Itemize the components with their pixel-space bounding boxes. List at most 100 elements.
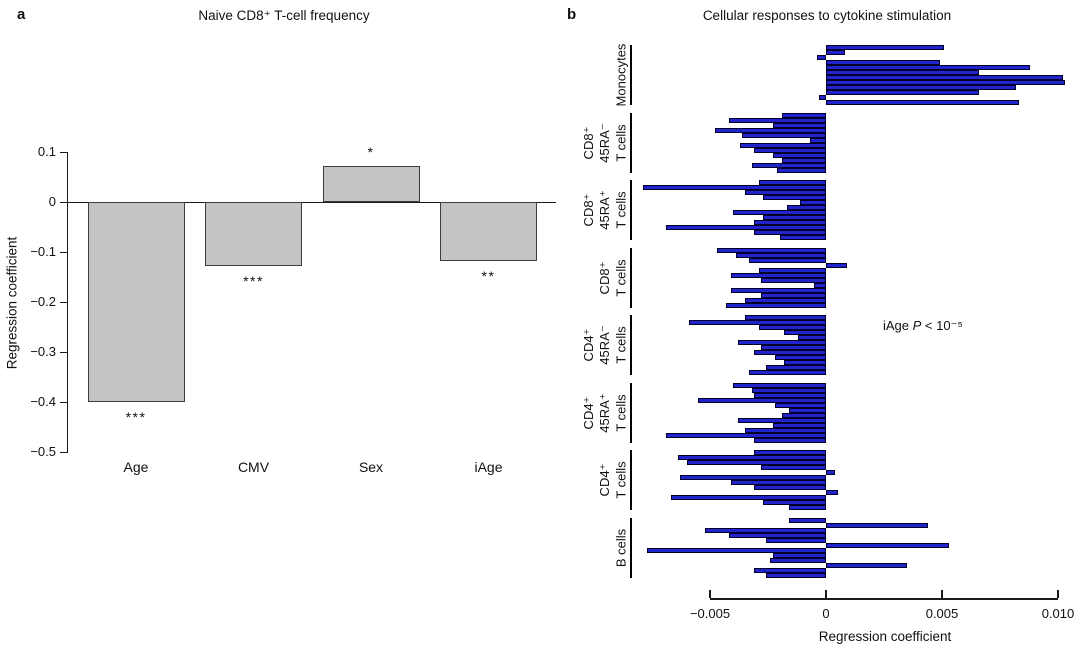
bar	[774, 355, 826, 360]
y-axis-tick-label: 0	[48, 194, 56, 209]
bar	[642, 185, 826, 190]
bar	[826, 60, 940, 65]
bar	[733, 382, 826, 388]
y-axis-tick	[60, 401, 68, 403]
bar	[754, 485, 826, 490]
bar	[730, 287, 826, 293]
group-label-line: CD4⁺	[581, 328, 596, 362]
bar	[826, 262, 847, 268]
x-axis-tick-label: 0.010	[1041, 606, 1075, 621]
bar	[788, 517, 826, 523]
bar	[754, 392, 826, 398]
annotation-prefix: iAge	[883, 318, 913, 333]
bar	[665, 432, 826, 438]
bar	[772, 122, 826, 128]
group-label-line: CD4⁺	[597, 463, 612, 497]
group-label-line: T cells	[613, 191, 629, 229]
bar	[819, 95, 826, 100]
bar	[774, 402, 826, 408]
group-label-line: 45RA⁺	[597, 392, 612, 433]
bar	[740, 142, 826, 148]
y-axis-tick	[60, 201, 68, 203]
group-label-line: B cells	[613, 528, 629, 567]
bar	[786, 205, 826, 210]
bar	[800, 200, 826, 205]
bar	[737, 417, 826, 423]
y-axis-tick-label: 0.1	[37, 144, 56, 159]
bar	[777, 167, 826, 173]
group-bracket-line	[630, 112, 632, 173]
group-label-line: T cells	[613, 326, 629, 364]
bar	[677, 455, 826, 460]
group-label-line: T cells	[613, 258, 629, 297]
y-axis-tick-label: −0.2	[30, 294, 56, 309]
bar	[816, 55, 826, 60]
y-axis-tick-label: −0.4	[30, 394, 56, 409]
bar	[728, 117, 826, 123]
bar-iage	[440, 202, 537, 261]
group-label-line: Monocytes	[613, 43, 629, 107]
panel-a-letter: a	[17, 6, 26, 23]
x-axis-tick	[1057, 590, 1059, 598]
panel-b-x-axis-label: Regression coefficient	[818, 629, 952, 644]
significance-marker: ***	[125, 409, 147, 425]
group-label-line: T cells	[613, 461, 629, 499]
bar	[758, 180, 826, 185]
bar	[744, 427, 826, 433]
bar	[814, 282, 826, 288]
bar-age	[87, 202, 185, 402]
group-bracket-line	[630, 247, 632, 308]
bar	[826, 562, 908, 568]
group-label-line: CD4⁺	[581, 396, 596, 429]
bar	[670, 495, 826, 500]
group-bracket-line	[630, 315, 632, 375]
bar	[809, 137, 826, 143]
bar	[826, 85, 1017, 90]
group-label-line: T cells	[613, 123, 629, 162]
annotation-suffix: < 10⁻⁵	[921, 318, 963, 333]
x-axis-line	[710, 598, 1058, 600]
bar	[714, 127, 826, 133]
bar	[761, 345, 826, 350]
bar	[749, 257, 826, 263]
bar	[754, 437, 826, 443]
y-axis-tick	[60, 151, 68, 153]
bar	[826, 45, 945, 50]
iage-pvalue-annotation: iAge P < 10⁻⁵	[883, 318, 963, 334]
bar	[733, 210, 826, 215]
bar	[781, 112, 826, 118]
significance-marker: *	[367, 144, 375, 160]
bar	[826, 100, 1019, 105]
group-bracket-line	[630, 517, 632, 578]
bar	[689, 320, 826, 325]
y-axis-tick-label: −0.1	[30, 244, 56, 259]
bar	[726, 302, 826, 308]
bar	[763, 195, 826, 200]
significance-marker: ***	[243, 273, 264, 289]
bar	[781, 412, 826, 418]
bar	[754, 147, 826, 153]
y-axis-tick	[60, 351, 68, 353]
bar	[826, 70, 980, 75]
bar	[751, 387, 826, 393]
bar	[784, 330, 826, 335]
bar	[826, 490, 838, 495]
y-axis-tick-label: −0.5	[30, 444, 56, 459]
group-label-line: CD8⁺	[581, 126, 596, 159]
bar	[728, 532, 826, 538]
bar	[826, 75, 1063, 80]
bar	[761, 292, 826, 298]
bar	[744, 190, 826, 195]
significance-marker: **	[481, 268, 496, 284]
y-axis-tick-label: −0.3	[30, 344, 56, 359]
x-category-label: iAge	[474, 459, 503, 475]
group-label-line: 45RA⁺	[597, 190, 612, 230]
y-axis-tick	[60, 451, 68, 453]
bar	[754, 450, 826, 455]
x-category-label: Sex	[358, 459, 384, 475]
x-category-label: Age	[123, 459, 149, 475]
bar	[826, 50, 845, 55]
bar	[730, 272, 826, 278]
bar	[788, 407, 826, 413]
x-axis-tick-label: 0.005	[925, 606, 959, 621]
